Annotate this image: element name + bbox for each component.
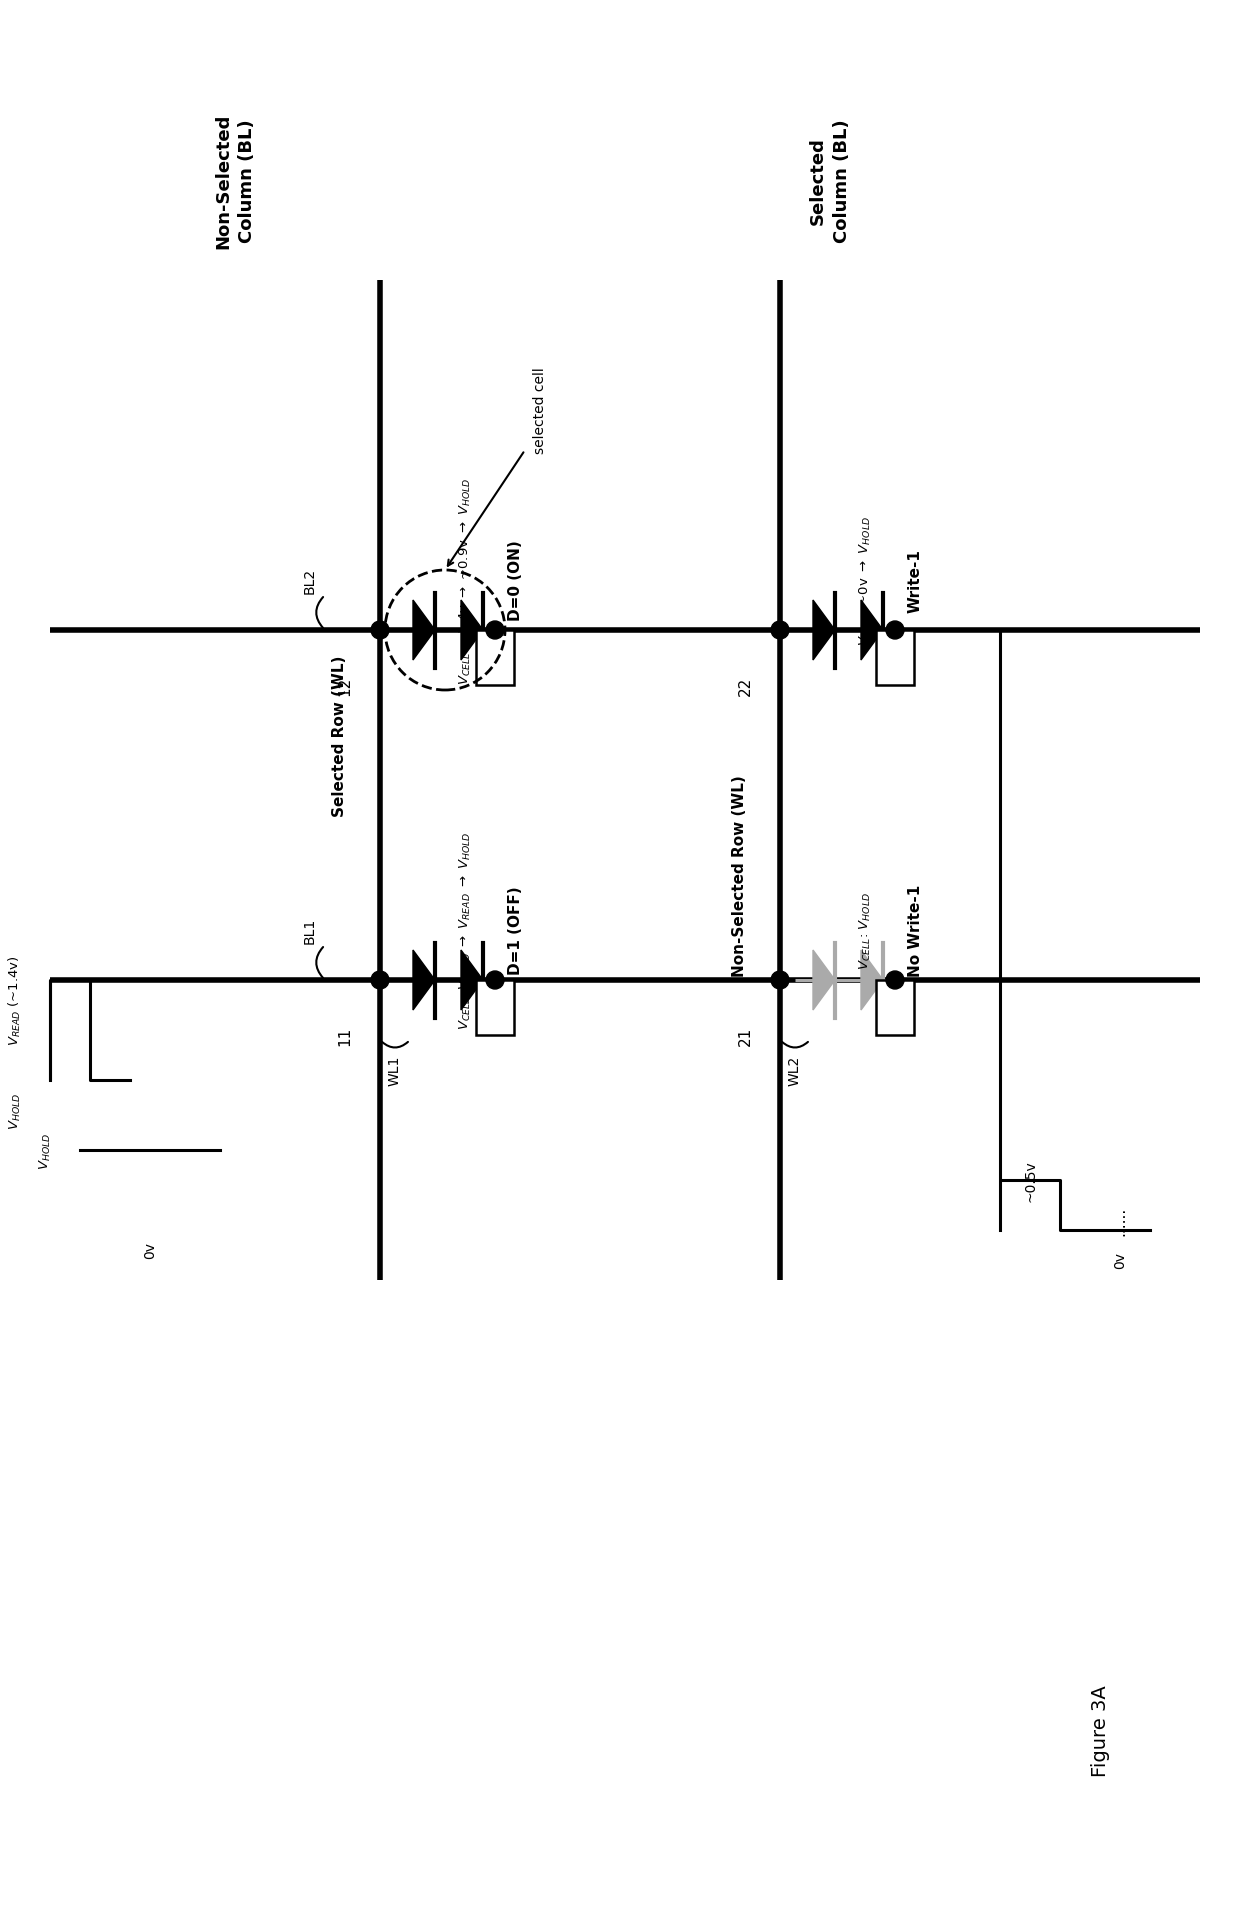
- Circle shape: [371, 971, 389, 990]
- Text: D=0 (ON): D=0 (ON): [507, 540, 522, 621]
- Text: 12: 12: [337, 676, 352, 695]
- Polygon shape: [861, 950, 883, 1011]
- Polygon shape: [413, 600, 435, 660]
- Text: Write-1: Write-1: [908, 548, 923, 612]
- Circle shape: [371, 621, 389, 639]
- Text: 11: 11: [337, 1027, 352, 1044]
- Text: 0v: 0v: [143, 1241, 157, 1258]
- Text: $V_{CELL}$: $V_{HOLD}$ $\rightarrow$ $V_{READ}$ $\rightarrow$ $V_{HOLD}$: $V_{CELL}$: $V_{HOLD}$ $\rightarrow$ $V_…: [458, 832, 472, 1031]
- Text: selected cell: selected cell: [533, 367, 547, 454]
- Text: BL2: BL2: [303, 567, 317, 594]
- Polygon shape: [461, 600, 484, 660]
- Circle shape: [771, 621, 789, 639]
- Text: No Write-1: No Write-1: [908, 884, 923, 977]
- Text: $V_{HOLD}$: $V_{HOLD}$: [37, 1131, 52, 1170]
- Text: $V_{CELL}$: $V_{HOLD}$: $V_{CELL}$: $V_{HOLD}$: [857, 892, 873, 969]
- Polygon shape: [813, 950, 835, 1011]
- Polygon shape: [461, 950, 484, 1011]
- Text: $V_{CELL}$: ~1.4v $\rightarrow$ ~0.9v $\rightarrow$ $V_{HOLD}$: $V_{CELL}$: ~1.4v $\rightarrow$ ~0.9v $\…: [458, 477, 472, 685]
- FancyBboxPatch shape: [875, 980, 914, 1036]
- Circle shape: [887, 621, 904, 639]
- Circle shape: [771, 971, 789, 990]
- FancyBboxPatch shape: [476, 980, 515, 1036]
- Text: BL1: BL1: [303, 917, 317, 944]
- Polygon shape: [413, 950, 435, 1011]
- Text: 22: 22: [738, 676, 753, 695]
- Text: ~0.5v: ~0.5v: [1023, 1160, 1037, 1200]
- Text: D=1 (OFF): D=1 (OFF): [507, 886, 522, 975]
- Text: Figure 3A: Figure 3A: [1090, 1685, 1110, 1776]
- FancyBboxPatch shape: [476, 631, 515, 685]
- Text: WL1: WL1: [388, 1056, 402, 1085]
- Circle shape: [887, 971, 904, 990]
- Circle shape: [486, 971, 503, 990]
- Text: Non-Selected
Column (BL): Non-Selected Column (BL): [215, 114, 255, 249]
- Text: ......: ......: [1112, 1206, 1127, 1235]
- Text: 21: 21: [738, 1027, 753, 1044]
- Circle shape: [486, 621, 503, 639]
- Polygon shape: [813, 600, 835, 660]
- FancyBboxPatch shape: [875, 631, 914, 685]
- Text: Selected
Column (BL): Selected Column (BL): [810, 120, 851, 243]
- Text: 0v: 0v: [1114, 1253, 1127, 1268]
- Text: $V_{CELL}$: ~0v $\rightarrow$ $V_{HOLD}$: $V_{CELL}$: ~0v $\rightarrow$ $V_{HOLD}$: [857, 515, 873, 647]
- Text: WL2: WL2: [787, 1056, 802, 1085]
- Text: Non-Selected Row (WL): Non-Selected Row (WL): [733, 774, 748, 977]
- Text: $V_{HOLD}$: $V_{HOLD}$: [7, 1092, 22, 1129]
- Text: $V_{READ}$ (~1.4v): $V_{READ}$ (~1.4v): [7, 955, 24, 1046]
- Polygon shape: [861, 600, 883, 660]
- Text: Selected Row (WL): Selected Row (WL): [332, 654, 347, 816]
